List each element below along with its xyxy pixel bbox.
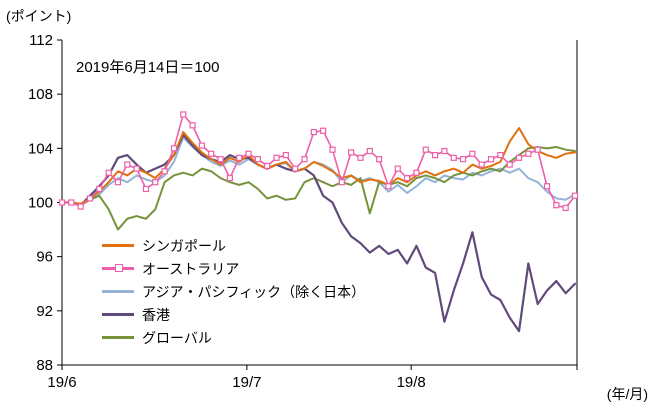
- marker-square-icon: [301, 156, 308, 163]
- marker-square-icon: [264, 162, 271, 170]
- marker-square-icon: [236, 154, 243, 161]
- marker-square-icon: [459, 156, 467, 163]
- marker-square-icon: [273, 154, 280, 161]
- y-tick-label: 96: [36, 249, 53, 266]
- legend-swatch-global: [102, 336, 134, 339]
- marker-square-icon: [189, 122, 196, 129]
- marker-square-icon: [133, 165, 140, 172]
- y-tick-label: 108: [28, 86, 53, 103]
- x-tick-label: 19/6: [47, 374, 76, 391]
- marker-square-icon: [431, 152, 439, 159]
- marker-square-icon: [329, 146, 336, 153]
- marker-square-icon: [226, 175, 233, 182]
- marker-square-icon: [245, 150, 252, 157]
- marker-square-icon: [413, 169, 420, 176]
- marker-square-icon: [404, 175, 411, 182]
- marker-square-icon: [525, 150, 532, 157]
- marker-square-icon: [338, 179, 345, 186]
- x-tick-label: 19/7: [232, 374, 261, 391]
- y-tick-label: 112: [29, 32, 53, 49]
- marker-square-icon: [497, 152, 504, 159]
- marker-square-icon: [441, 147, 448, 155]
- legend-item-hong-kong: 香港: [102, 303, 365, 326]
- marker-square-icon: [553, 202, 560, 209]
- y-tick-label: 100: [28, 195, 53, 212]
- marker-square-icon: [96, 185, 103, 193]
- y-tick-label: 88: [36, 357, 53, 374]
- marker-square-icon: [534, 146, 541, 153]
- legend-swatch-asia-pacific-ex-japan: [102, 290, 134, 293]
- legend: シンガポール オーストラリア アジア・パシフィック（除く日本） 香港 グローバル: [102, 234, 365, 349]
- marker-square-icon: [562, 204, 569, 212]
- marker-square-icon: [152, 179, 159, 186]
- series-line-singapore: [61, 127, 576, 205]
- base-date-annotation: 2019年6月14日＝100: [76, 59, 220, 76]
- y-axis-unit-label: (ポイント): [6, 8, 72, 24]
- marker-square-icon: [543, 183, 551, 190]
- marker-square-icon: [114, 179, 122, 186]
- legend-label-singapore: シンガポール: [142, 237, 226, 254]
- marker-square-icon: [86, 195, 94, 202]
- marker-square-icon: [124, 161, 131, 168]
- legend-item-singapore: シンガポール: [102, 234, 365, 257]
- marker-square-icon: [506, 161, 513, 168]
- marker-square-icon: [292, 165, 299, 172]
- marker-square-icon: [450, 154, 457, 161]
- y-tick-label: 104: [28, 140, 53, 157]
- legend-label-global: グローバル: [142, 329, 212, 346]
- legend-item-australia: オーストラリア: [102, 257, 365, 280]
- marker-square-icon: [161, 168, 168, 175]
- marker-square-icon: [217, 156, 224, 163]
- marker-square-icon: [366, 147, 373, 155]
- legend-swatch-hong-kong: [102, 313, 134, 316]
- x-axis-unit-label: (年/月): [606, 386, 648, 402]
- marker-square-icon: [282, 152, 289, 159]
- marker-square-icon: [254, 156, 261, 163]
- marker-square-icon: [394, 165, 401, 172]
- series-line-australia: [61, 113, 576, 209]
- marker-square-icon: [376, 156, 383, 163]
- legend-item-asia-pacific-ex-japan: アジア・パシフィック（除く日本）: [102, 280, 365, 303]
- y-tick-label: 92: [36, 303, 53, 320]
- marker-square-icon: [142, 185, 150, 193]
- marker-square-icon: [320, 127, 327, 134]
- marker-square-icon: [469, 150, 476, 157]
- marker-square-icon: [478, 161, 485, 168]
- legend-swatch-australia: [102, 264, 134, 272]
- legend-label-hong-kong: 香港: [142, 306, 170, 323]
- legend-swatch-singapore: [102, 244, 134, 247]
- marker-square-icon: [515, 154, 523, 161]
- series-line-hong-kong: [60, 133, 577, 333]
- marker-square-icon: [357, 154, 364, 161]
- marker-square-icon: [310, 128, 317, 136]
- marker-square-icon: [198, 142, 206, 149]
- legend-label-asia-pacific-ex-japan: アジア・パシフィック（除く日本）: [142, 283, 366, 300]
- series-line-global: [61, 145, 576, 231]
- marker-square-icon: [68, 199, 75, 206]
- marker-square-icon: [348, 149, 355, 156]
- marker-square-icon: [170, 145, 178, 152]
- marker-square-icon: [77, 203, 84, 210]
- marker-square-icon: [422, 146, 429, 153]
- marker-square-icon: [180, 111, 187, 118]
- marker-square-icon: [105, 169, 112, 176]
- legend-marker-icon: [115, 264, 123, 272]
- legend-label-australia: オーストラリア: [142, 260, 240, 277]
- x-tick-label: 19/8: [397, 374, 426, 391]
- marker-square-icon: [571, 192, 579, 199]
- marker-square-icon: [58, 199, 66, 206]
- marker-square-icon: [385, 183, 392, 190]
- marker-square-icon: [487, 156, 495, 163]
- legend-item-global: グローバル: [102, 326, 365, 349]
- marker-square-icon: [208, 150, 215, 157]
